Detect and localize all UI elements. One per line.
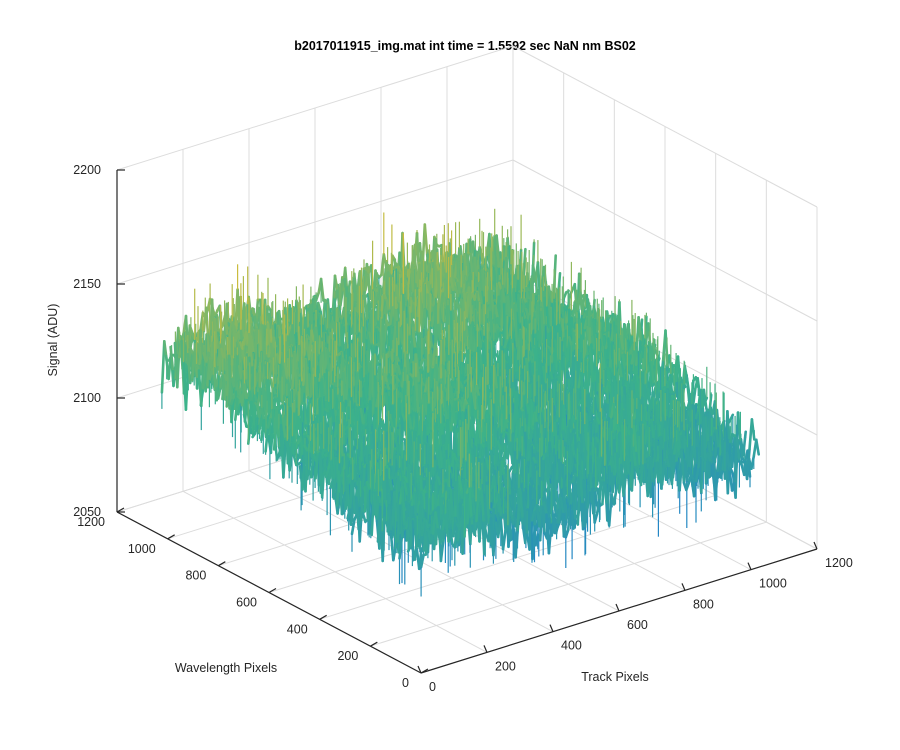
back-grid-line bbox=[116, 45, 514, 171]
floor-grid-line bbox=[319, 494, 716, 620]
surface-segment bbox=[374, 269, 380, 290]
surface-segment bbox=[423, 223, 429, 257]
side-grid-line bbox=[512, 159, 818, 322]
surface-mesh bbox=[160, 208, 761, 597]
chart-title: b2017011915_img.mat int time = 1.5592 se… bbox=[294, 39, 636, 53]
surface-segment bbox=[160, 339, 166, 394]
surface-segment bbox=[412, 249, 418, 276]
floor-grid-line bbox=[370, 521, 767, 647]
back-grid-line bbox=[116, 159, 514, 285]
side-grid-line bbox=[512, 45, 818, 208]
